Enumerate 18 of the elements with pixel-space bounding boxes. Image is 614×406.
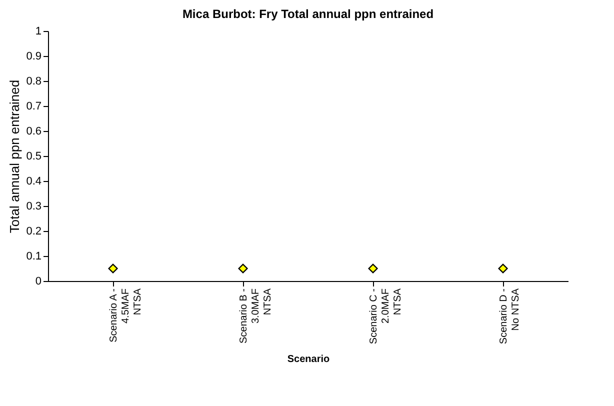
y-tick-label: 0 [35,276,42,288]
y-tick-label: 0.8 [26,76,42,88]
y-tick-label: 1 [35,26,42,38]
y-tick-label: 0.3 [26,200,42,212]
x-axis-title: Scenario [287,354,330,366]
y-tick-label: 0.1 [26,250,42,262]
x-tick-label: Scenario B - 3.0MAF NTSA [238,288,274,344]
y-tick-label: 0.9 [26,50,42,62]
y-tick-label: 0.4 [26,176,42,188]
y-tick-label: 0.5 [26,150,42,162]
y-tick-label: 0.2 [26,226,42,238]
y-axis-title: Total annual ppn entrained [7,80,22,234]
chart-title: Mica Burbot: Fry Total annual ppn entrained [182,7,434,21]
y-tick-label: 0.7 [26,100,42,112]
y-tick-label: 0.6 [26,126,42,138]
x-tick-label: Scenario D - No NTSA [498,288,522,344]
x-tick-label: Scenario C - 2.0MAF NTSA [368,288,404,344]
x-tick-label: Scenario A - 4.5MAF NTSA [108,288,144,342]
